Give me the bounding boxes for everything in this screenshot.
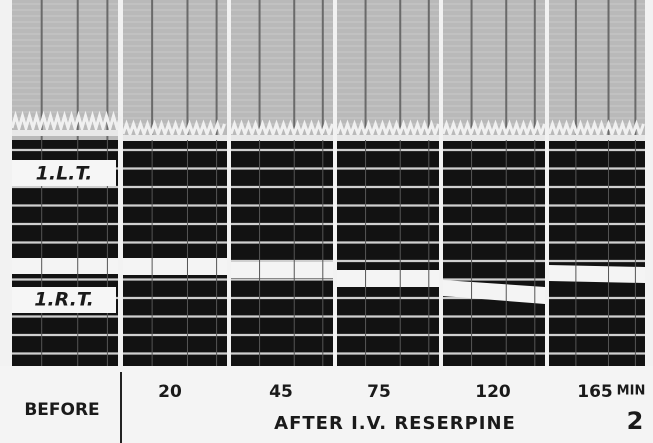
figure-number: 2 (627, 407, 644, 435)
trace-band (231, 135, 333, 141)
figure: 1.L.T. 1.R.T. BEFORE 20 45 75 120 165 MIN AF… (0, 0, 653, 443)
trace-band (549, 265, 645, 283)
trace-band (337, 270, 439, 287)
panel-bottom (549, 140, 645, 366)
trace-band (549, 135, 645, 141)
trace-band (12, 130, 118, 136)
panel-bottom (337, 140, 439, 366)
trace-band (337, 135, 439, 141)
caption: AFTER I.V. RESERPINE (274, 413, 516, 434)
time-label: 20 (158, 382, 182, 402)
trace-band (443, 135, 545, 141)
time-label: 120 (475, 382, 511, 402)
trace-band (231, 262, 333, 278)
trace-band (123, 135, 227, 141)
time-label: 165 (577, 382, 613, 402)
panel-bottom (443, 140, 545, 366)
unit-label: MIN (617, 384, 646, 399)
time-label: 45 (269, 382, 293, 402)
panel-bottom (123, 140, 227, 366)
before-label: BEFORE (24, 400, 99, 420)
trace-band (123, 258, 227, 275)
trace-band (12, 258, 118, 274)
trace-label: 1.L.T. (36, 163, 93, 185)
panel-bottom (231, 140, 333, 366)
trace-label: 1.R.T. (34, 289, 94, 311)
time-label: 75 (367, 382, 391, 402)
